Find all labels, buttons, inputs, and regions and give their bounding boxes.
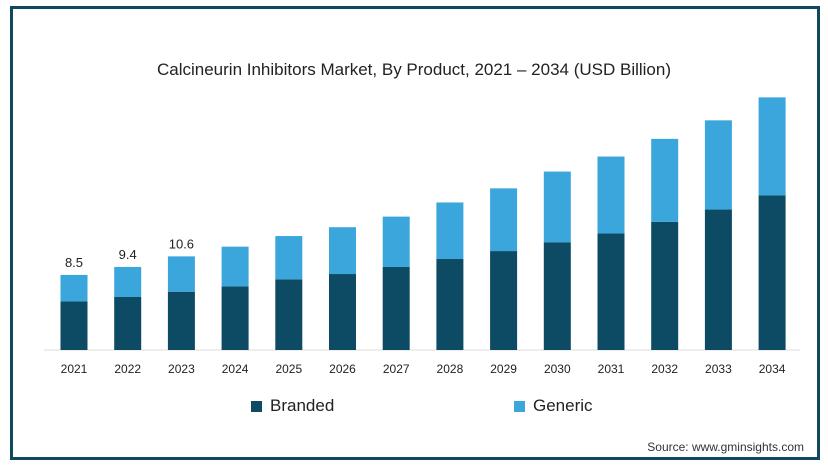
- x-tick-label-2030: 2030: [544, 362, 571, 376]
- bar-branded-2034: [758, 195, 786, 350]
- x-tick-label-2027: 2027: [383, 362, 410, 376]
- source-note: Source: www.gminsights.com: [647, 440, 804, 454]
- bar-branded-2023: [167, 291, 195, 350]
- bar-generic-2023: [167, 256, 195, 292]
- legend-item-branded: Branded: [251, 396, 334, 416]
- bar-branded-2024: [221, 286, 249, 350]
- legend-swatch-generic: [514, 400, 525, 412]
- bar-generic-2027: [382, 216, 410, 267]
- x-tick-label-2032: 2032: [651, 362, 678, 376]
- x-tick-label-2022: 2022: [114, 362, 141, 376]
- bar-generic-2024: [221, 246, 249, 287]
- legend-item-generic: Generic: [514, 396, 593, 416]
- bar-branded-2021: [60, 301, 88, 350]
- x-tick-label-2026: 2026: [329, 362, 356, 376]
- chart-frame: [10, 6, 820, 460]
- chart-legend: Branded Generic: [0, 396, 828, 416]
- bar-branded-2031: [597, 233, 625, 350]
- bar-generic-2022: [114, 266, 142, 297]
- bar-generic-2029: [490, 188, 518, 252]
- legend-swatch-branded: [251, 400, 262, 412]
- bar-branded-2028: [436, 259, 464, 350]
- x-tick-label-2025: 2025: [275, 362, 302, 376]
- x-tick-label-2024: 2024: [222, 362, 249, 376]
- chart-title: Calcineurin Inhibitors Market, By Produc…: [156, 60, 672, 79]
- bar-generic-2025: [275, 236, 303, 280]
- bar-generic-2033: [704, 120, 732, 210]
- total-label-2021: 8.5: [65, 255, 83, 270]
- bar-generic-2021: [60, 274, 88, 302]
- x-tick-label-2034: 2034: [759, 362, 786, 376]
- bar-branded-2030: [543, 242, 571, 350]
- bar-generic-2026: [329, 227, 356, 275]
- bar-generic-2034: [758, 97, 786, 196]
- legend-label-branded: Branded: [270, 396, 335, 415]
- x-tick-label-2021: 2021: [61, 362, 88, 376]
- bar-generic-2030: [543, 171, 571, 243]
- x-tick-label-2023: 2023: [168, 362, 195, 376]
- x-tick-label-2028: 2028: [437, 362, 464, 376]
- bar-generic-2028: [436, 202, 464, 260]
- bar-branded-2033: [704, 209, 732, 350]
- x-tick-label-2033: 2033: [705, 362, 732, 376]
- total-label-2023: 10.6: [169, 236, 194, 251]
- x-tick-label-2029: 2029: [490, 362, 517, 376]
- total-label-2022: 9.4: [119, 247, 137, 262]
- bar-branded-2025: [275, 279, 303, 350]
- bar-generic-2032: [651, 138, 679, 222]
- bar-branded-2032: [651, 221, 679, 350]
- x-tick-label-2031: 2031: [598, 362, 625, 376]
- bar-branded-2026: [329, 274, 356, 350]
- bar-branded-2027: [382, 266, 410, 350]
- legend-label-generic: Generic: [533, 396, 593, 415]
- bar-branded-2029: [490, 251, 518, 350]
- bar-branded-2022: [114, 297, 142, 350]
- bar-generic-2031: [597, 156, 625, 234]
